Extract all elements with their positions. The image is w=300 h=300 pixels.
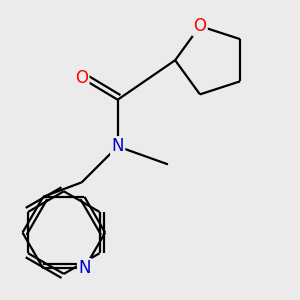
Text: O: O (75, 69, 88, 87)
Text: O: O (194, 17, 206, 35)
Text: N: N (111, 137, 124, 155)
Text: N: N (78, 259, 91, 277)
